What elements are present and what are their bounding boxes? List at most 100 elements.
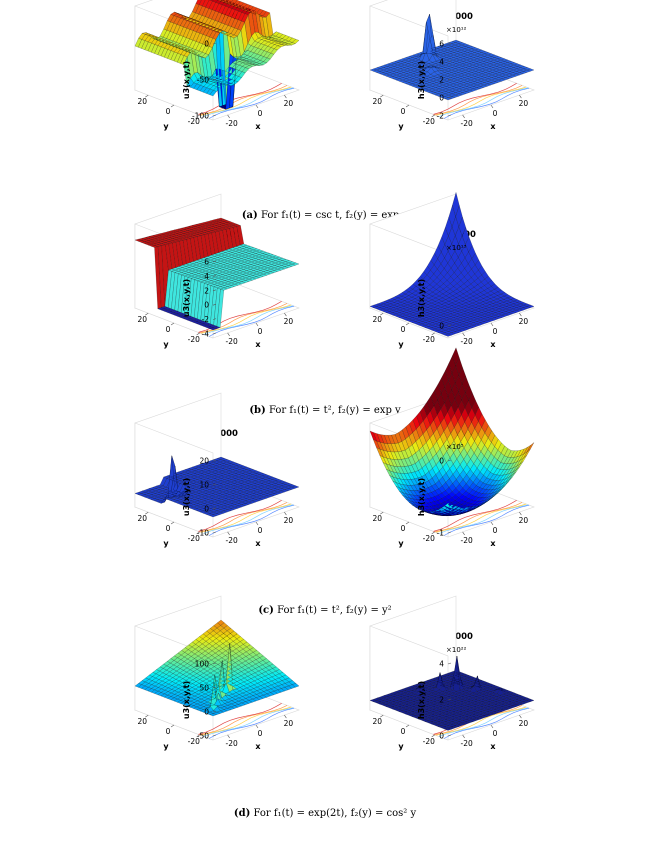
y-axis-label: y xyxy=(163,340,169,349)
z-tick-label: -4 xyxy=(202,330,210,339)
contour-line xyxy=(208,504,295,536)
z-tick-label: 0 xyxy=(439,94,444,103)
z-tick-label: 4 xyxy=(204,272,209,281)
y-axis-label: y xyxy=(398,742,404,751)
contour-line xyxy=(438,504,529,534)
y-tick-mark xyxy=(196,734,200,738)
z-tick-label: 0 xyxy=(439,322,444,331)
y-tick-mark xyxy=(431,734,435,738)
y-tick-label: -20 xyxy=(423,534,435,543)
x-tick-mark xyxy=(490,104,494,109)
y-tick-mark xyxy=(170,521,175,525)
x-tick-mark xyxy=(490,724,494,729)
x-tick-label: -20 xyxy=(460,119,472,128)
x-tick-label: 20 xyxy=(284,99,294,108)
z-axis-label: u3(x,y,t) xyxy=(182,681,191,719)
x-tick-label: 0 xyxy=(258,327,263,336)
x-tick-mark xyxy=(284,312,287,317)
z-tick-mark xyxy=(212,686,217,689)
z-tick-mark xyxy=(212,303,217,306)
contour-line xyxy=(203,305,294,335)
z-tick-label: -2 xyxy=(437,112,445,121)
y-tick-label: 20 xyxy=(137,97,147,106)
x-tick-mark xyxy=(255,521,259,526)
y-tick-label: 20 xyxy=(372,514,382,523)
y-tick-label: -20 xyxy=(188,117,200,126)
surface-patch xyxy=(291,485,300,489)
z-tick-mark xyxy=(212,531,217,534)
z-tick-mark xyxy=(212,662,217,665)
y-tick-label: 20 xyxy=(137,514,147,523)
x-tick-label: 20 xyxy=(284,516,294,525)
contour-line xyxy=(443,707,530,739)
z-tick-mark xyxy=(212,114,217,117)
contour-line xyxy=(199,502,288,533)
caption-a: (a) For f₁(t) = csc t, f₂(y) = exp y xyxy=(0,210,650,221)
surface-mesh xyxy=(134,455,300,518)
contour-line xyxy=(198,500,282,532)
caption-label: (b) xyxy=(249,405,266,416)
chart-panel: t = 50.0006420-2×10¹²h3(x,y,t)-20020x200… xyxy=(330,0,560,173)
contour-line xyxy=(435,503,527,533)
y-tick-label: 0 xyxy=(166,727,171,736)
y-axis-label: y xyxy=(398,539,404,548)
y-tick-mark xyxy=(145,312,149,316)
surface-patch xyxy=(212,0,219,3)
y-tick-label: -20 xyxy=(188,335,200,344)
x-tick-mark xyxy=(519,94,522,99)
z-tick-label: 0 xyxy=(204,708,209,717)
y-tick-label: 20 xyxy=(372,717,382,726)
x-tick-mark xyxy=(462,734,465,739)
x-tick-label: 20 xyxy=(519,719,529,728)
z-axis-label: h3(x,y,t) xyxy=(417,681,426,719)
z-exponent: ×10²² xyxy=(446,646,467,654)
x-tick-label: 0 xyxy=(493,526,498,535)
z-tick-label: -10 xyxy=(197,529,209,538)
z-tick-mark xyxy=(212,507,217,510)
z-tick-label: 0 xyxy=(204,301,209,310)
contour-line xyxy=(203,707,294,737)
surface-chart: t = 50.000420×10²²h3(x,y,t)-20020x200-20… xyxy=(369,595,535,751)
z-tick-label: 10 xyxy=(199,481,209,490)
y-tick-mark xyxy=(196,531,200,535)
z-tick-label: 2 xyxy=(204,286,209,295)
y-tick-mark xyxy=(145,714,149,718)
x-tick-mark xyxy=(255,724,259,729)
surface-patch xyxy=(195,0,202,5)
y-tick-label: 0 xyxy=(401,325,406,334)
x-tick-mark xyxy=(490,322,494,327)
y-tick-label: 20 xyxy=(372,97,382,106)
y-tick-mark xyxy=(405,724,410,728)
y-tick-mark xyxy=(170,104,175,108)
caption-text: For f₁(t) = t², f₂(y) = y² xyxy=(277,605,392,616)
z-tick-label: 0 xyxy=(204,40,209,49)
z-tick-mark xyxy=(212,289,217,292)
z-tick-label: -2 xyxy=(202,315,210,324)
x-axis-label: x xyxy=(490,122,496,131)
contour-line xyxy=(208,87,295,119)
x-tick-mark xyxy=(519,714,522,719)
x-tick-label: -20 xyxy=(460,536,472,545)
x-tick-mark xyxy=(462,114,465,119)
caption-label: (a) xyxy=(241,210,258,221)
y-tick-label: -20 xyxy=(188,737,200,746)
z-tick-mark xyxy=(212,42,217,45)
z-tick-mark xyxy=(447,96,452,99)
contour-line xyxy=(199,85,288,116)
x-tick-mark xyxy=(519,312,522,317)
contour-line xyxy=(200,503,292,533)
x-axis-label: x xyxy=(255,340,261,349)
z-tick-label: 50 xyxy=(199,684,209,693)
contour-line xyxy=(435,86,527,116)
surface-chart: t = 50.0000-50-100u3(x,y,t)-20020x200-20… xyxy=(134,0,300,131)
contour-line xyxy=(203,504,294,534)
x-tick-label: 20 xyxy=(519,99,529,108)
y-tick-label: 0 xyxy=(166,107,171,116)
z-tick-label: 20 xyxy=(199,457,209,466)
chart-panel: t = 50.000420×10²²h3(x,y,t)-20020x200-20… xyxy=(330,595,560,793)
y-tick-mark xyxy=(380,714,384,718)
z-tick-label: 100 xyxy=(195,660,210,669)
surface-patch xyxy=(291,683,300,688)
z-tick-mark xyxy=(447,114,452,117)
caption-d: (d) For f₁(t) = exp(2t), f₂(y) = cos² y xyxy=(0,808,650,819)
